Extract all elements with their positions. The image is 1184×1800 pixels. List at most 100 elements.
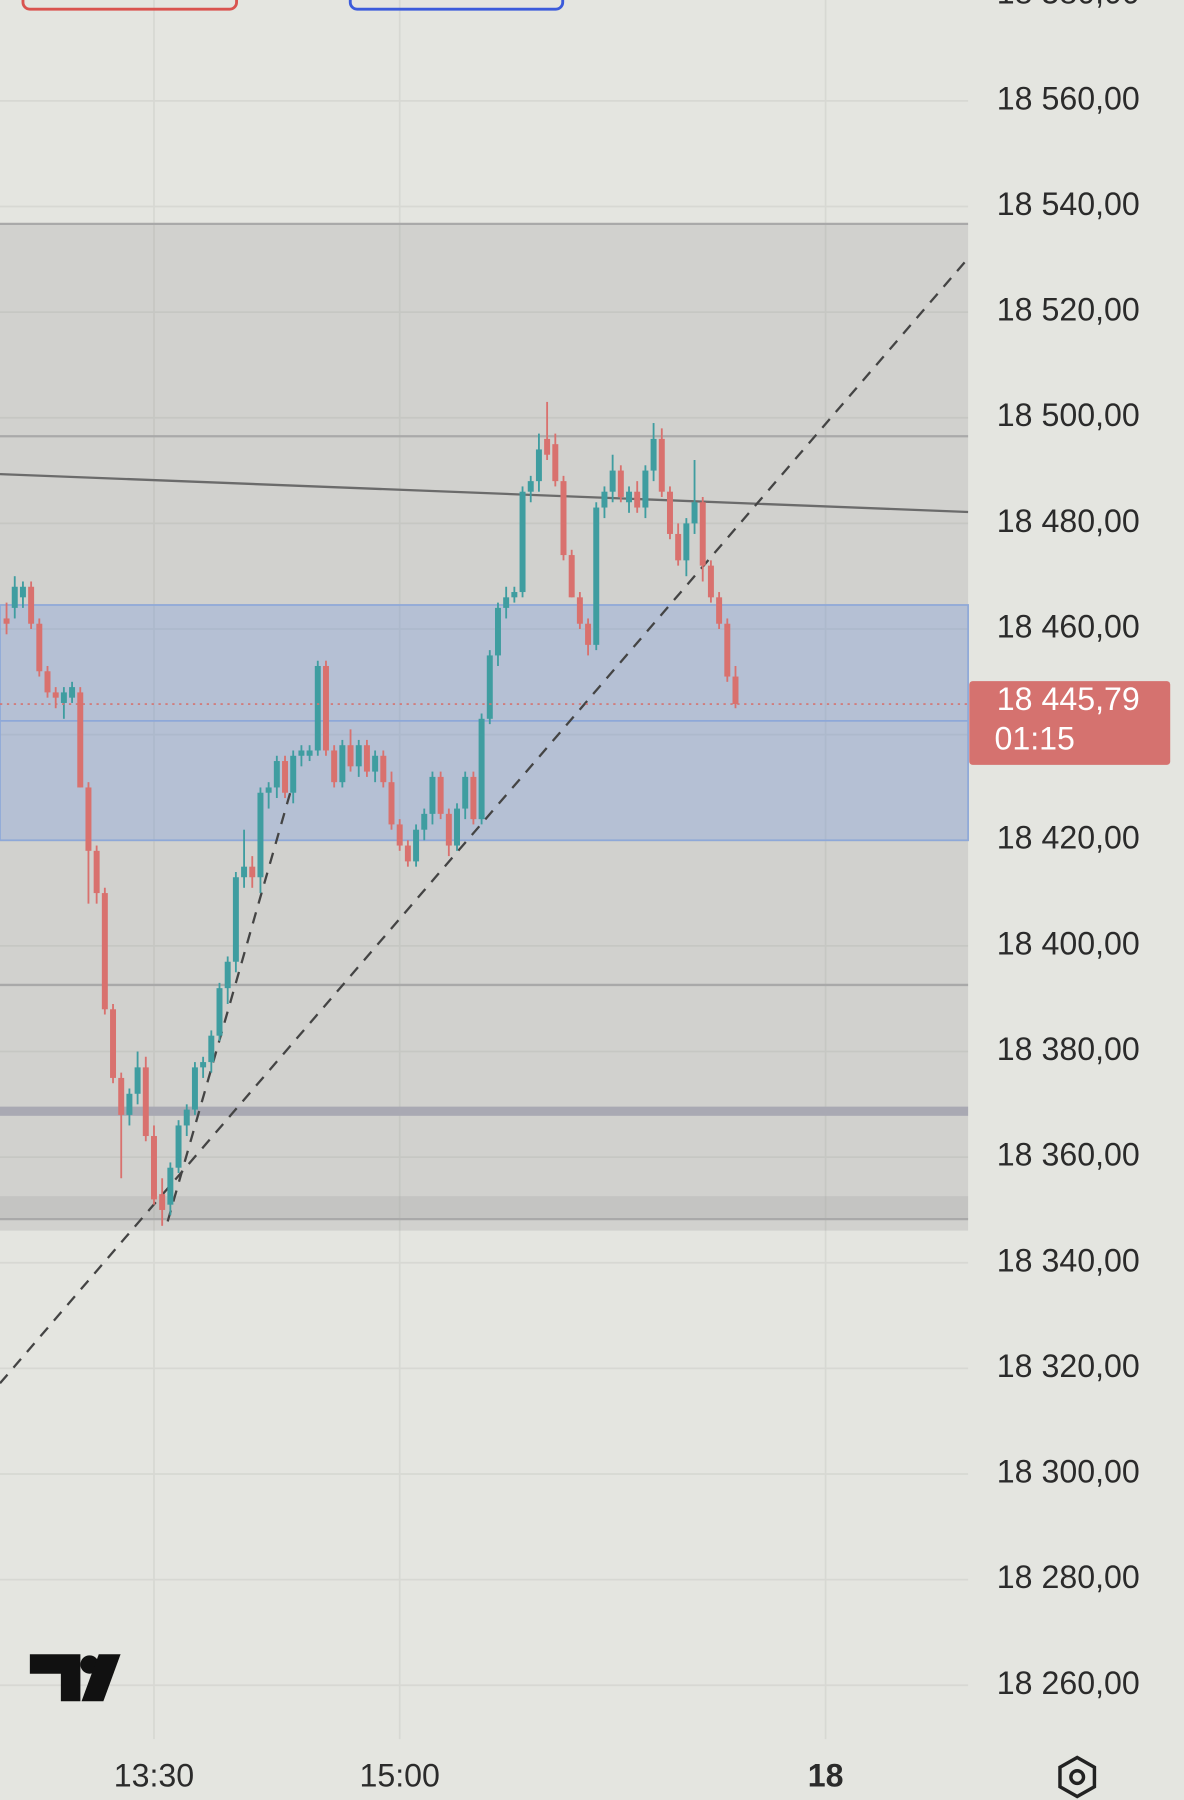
candle-body — [126, 1093, 133, 1115]
candle-body — [232, 877, 239, 962]
level-band — [0, 1106, 969, 1116]
candle-body — [347, 745, 354, 767]
candle-body — [60, 692, 67, 703]
candle-body — [732, 676, 739, 705]
settings-icon[interactable] — [1058, 1755, 1097, 1799]
candle-body — [429, 776, 436, 814]
candle-body — [208, 1035, 215, 1063]
candle-body — [93, 850, 100, 894]
candle-body — [52, 692, 59, 698]
sell-button[interactable] — [21, 0, 239, 11]
candle-body — [544, 438, 551, 455]
candle-body — [257, 792, 264, 878]
level-band — [0, 1196, 969, 1220]
candle-body — [560, 481, 567, 556]
y-tick-label: 18 520,00 — [997, 292, 1140, 328]
candle-body — [159, 1194, 166, 1210]
axes: 18 580,00 18 560,00 18 540,00 18 520,00 18 5… — [114, 0, 1171, 1794]
candle-body — [503, 597, 510, 608]
candle-body — [683, 523, 690, 561]
candle-body — [404, 845, 411, 862]
candle-body — [617, 470, 624, 497]
candle-body — [3, 618, 10, 624]
candle-body — [494, 607, 501, 656]
candle-body — [658, 438, 665, 492]
candle-body — [527, 481, 534, 492]
candle-body — [437, 776, 444, 814]
y-tick-label: 18 560,00 — [997, 80, 1140, 116]
candle-body — [191, 1067, 198, 1110]
last-price-box — [969, 681, 1171, 765]
candle-body — [568, 555, 575, 598]
candle-body — [707, 565, 714, 598]
candle-body — [175, 1125, 182, 1168]
candle-body — [306, 750, 313, 756]
candle-body — [601, 491, 608, 508]
logo[interactable] — [29, 1654, 121, 1702]
candle-body — [642, 470, 649, 508]
candle-body — [11, 586, 18, 608]
y-tick-label: 18 320,00 — [997, 1348, 1140, 1384]
candle-body — [650, 438, 657, 471]
candle-body — [609, 470, 616, 492]
y-tick-label: 18 360,00 — [997, 1137, 1140, 1173]
candle-body — [634, 491, 641, 508]
dashed-trend-line — [166, 787, 293, 1222]
candle-body — [273, 761, 280, 788]
candle-body — [282, 761, 289, 793]
countdown-label: 01:15 — [995, 720, 1075, 756]
candle-body — [470, 776, 477, 820]
candle-body — [200, 1062, 207, 1068]
candle-body — [77, 692, 84, 788]
candle-body — [249, 866, 256, 878]
candle-body — [36, 623, 43, 672]
candle-body — [216, 988, 223, 1036]
y-tick-label: 18 500,00 — [997, 397, 1140, 433]
candle-body — [716, 597, 723, 624]
candle-body — [298, 750, 305, 756]
candle-body — [675, 533, 682, 561]
y-tick-label: 18 420,00 — [997, 820, 1140, 856]
candle-body — [224, 961, 231, 989]
candle-body — [167, 1167, 174, 1205]
candle-body — [142, 1067, 149, 1137]
candle-body — [691, 502, 698, 524]
candle-body — [666, 491, 673, 534]
candle-body — [462, 776, 469, 809]
candle-body — [372, 755, 379, 772]
candle-body — [322, 665, 329, 751]
candle-body — [699, 502, 706, 566]
buy-button[interactable] — [348, 0, 565, 11]
candle-body — [413, 829, 420, 862]
candle-body — [380, 755, 387, 783]
trend-line — [0, 472, 969, 514]
candle-body — [69, 687, 76, 698]
candle-body — [331, 750, 338, 783]
candle-body — [486, 655, 493, 719]
candle-body — [478, 718, 485, 820]
x-tick-label: 18 — [808, 1758, 844, 1794]
candle-body — [454, 808, 461, 846]
candle-body — [626, 491, 633, 503]
candle-body — [576, 597, 583, 624]
x-tick-label: 15:00 — [359, 1758, 439, 1794]
candle-body — [511, 592, 518, 598]
candle-body — [314, 665, 321, 751]
y-tick-label: 18 400,00 — [997, 925, 1140, 961]
candle-body — [150, 1136, 157, 1200]
candle-body — [593, 507, 600, 645]
candle-body — [585, 623, 592, 645]
candle-body — [388, 782, 395, 825]
y-tick-label: 18 340,00 — [997, 1242, 1140, 1278]
candle-body — [134, 1067, 141, 1094]
y-tick-label: 18 380,00 — [997, 1031, 1140, 1067]
candle-body — [552, 444, 559, 482]
y-tick-label: 18 260,00 — [997, 1665, 1140, 1701]
candle-body — [118, 1077, 125, 1115]
x-tick-label: 13:30 — [114, 1758, 194, 1794]
candle-body — [44, 671, 51, 693]
candle-body — [445, 813, 452, 846]
candle-body — [396, 824, 403, 846]
candle-body — [535, 449, 542, 482]
